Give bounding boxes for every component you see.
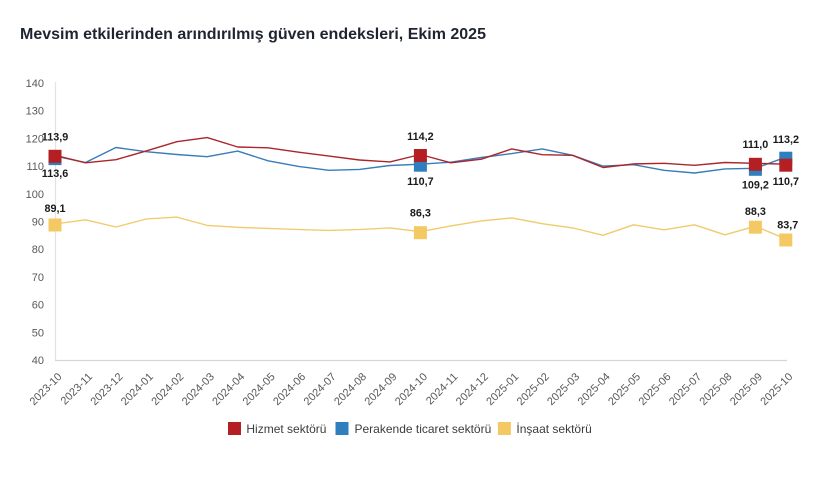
svg-text:2023-10: 2023-10 <box>28 371 65 408</box>
svg-text:2025-03: 2025-03 <box>545 371 582 408</box>
svg-text:2025-06: 2025-06 <box>637 371 674 408</box>
svg-text:83,7: 83,7 <box>777 219 798 231</box>
svg-text:2024-10: 2024-10 <box>393 371 430 408</box>
svg-text:113,9: 113,9 <box>42 131 68 143</box>
svg-text:86,3: 86,3 <box>410 208 431 220</box>
svg-text:2025-09: 2025-09 <box>728 371 765 408</box>
svg-text:110: 110 <box>26 161 44 173</box>
svg-text:113,2: 113,2 <box>773 134 799 146</box>
svg-text:2025-04: 2025-04 <box>576 371 613 408</box>
svg-text:2025-02: 2025-02 <box>515 371 552 408</box>
svg-text:60: 60 <box>32 300 44 312</box>
svg-text:İnşaat sektörü: İnşaat sektörü <box>516 422 591 436</box>
svg-text:110,7: 110,7 <box>407 176 433 188</box>
svg-text:2024-01: 2024-01 <box>119 371 156 408</box>
svg-text:2024-05: 2024-05 <box>241 371 278 408</box>
svg-text:2024-07: 2024-07 <box>302 371 339 408</box>
svg-text:2025-08: 2025-08 <box>697 371 734 408</box>
svg-text:2024-04: 2024-04 <box>210 371 247 408</box>
svg-text:2024-02: 2024-02 <box>149 371 186 408</box>
svg-text:111,0: 111,0 <box>742 139 768 151</box>
svg-text:140: 140 <box>26 78 44 90</box>
svg-text:89,1: 89,1 <box>44 203 65 215</box>
svg-text:110,7: 110,7 <box>773 176 799 188</box>
svg-text:2025-05: 2025-05 <box>606 371 643 408</box>
svg-text:114,2: 114,2 <box>407 131 433 143</box>
svg-text:100: 100 <box>26 189 44 201</box>
svg-text:120: 120 <box>26 133 44 145</box>
svg-text:Mevsim etkilerinden arındırılm: Mevsim etkilerinden arındırılmış güven e… <box>20 26 486 43</box>
svg-text:Hizmet sektörü: Hizmet sektörü <box>246 422 326 436</box>
svg-text:2024-12: 2024-12 <box>454 371 491 408</box>
svg-text:40: 40 <box>32 355 44 367</box>
svg-text:80: 80 <box>32 244 44 256</box>
svg-text:2025-10: 2025-10 <box>758 371 795 408</box>
svg-text:70: 70 <box>32 272 44 284</box>
svg-text:2024-06: 2024-06 <box>271 371 308 408</box>
svg-text:109,2: 109,2 <box>742 179 769 191</box>
svg-text:50: 50 <box>32 327 44 339</box>
svg-text:2025-01: 2025-01 <box>484 371 521 408</box>
svg-text:2023-12: 2023-12 <box>88 371 125 408</box>
svg-text:88,3: 88,3 <box>745 206 766 218</box>
svg-text:90: 90 <box>32 217 44 229</box>
svg-text:130: 130 <box>26 106 44 118</box>
svg-text:Perakende ticaret sektörü: Perakende ticaret sektörü <box>355 422 492 436</box>
svg-text:2024-03: 2024-03 <box>180 371 217 408</box>
svg-text:113,6: 113,6 <box>42 168 68 180</box>
svg-text:2024-08: 2024-08 <box>332 371 369 408</box>
svg-text:2025-07: 2025-07 <box>667 371 704 408</box>
svg-text:2024-09: 2024-09 <box>362 371 399 408</box>
